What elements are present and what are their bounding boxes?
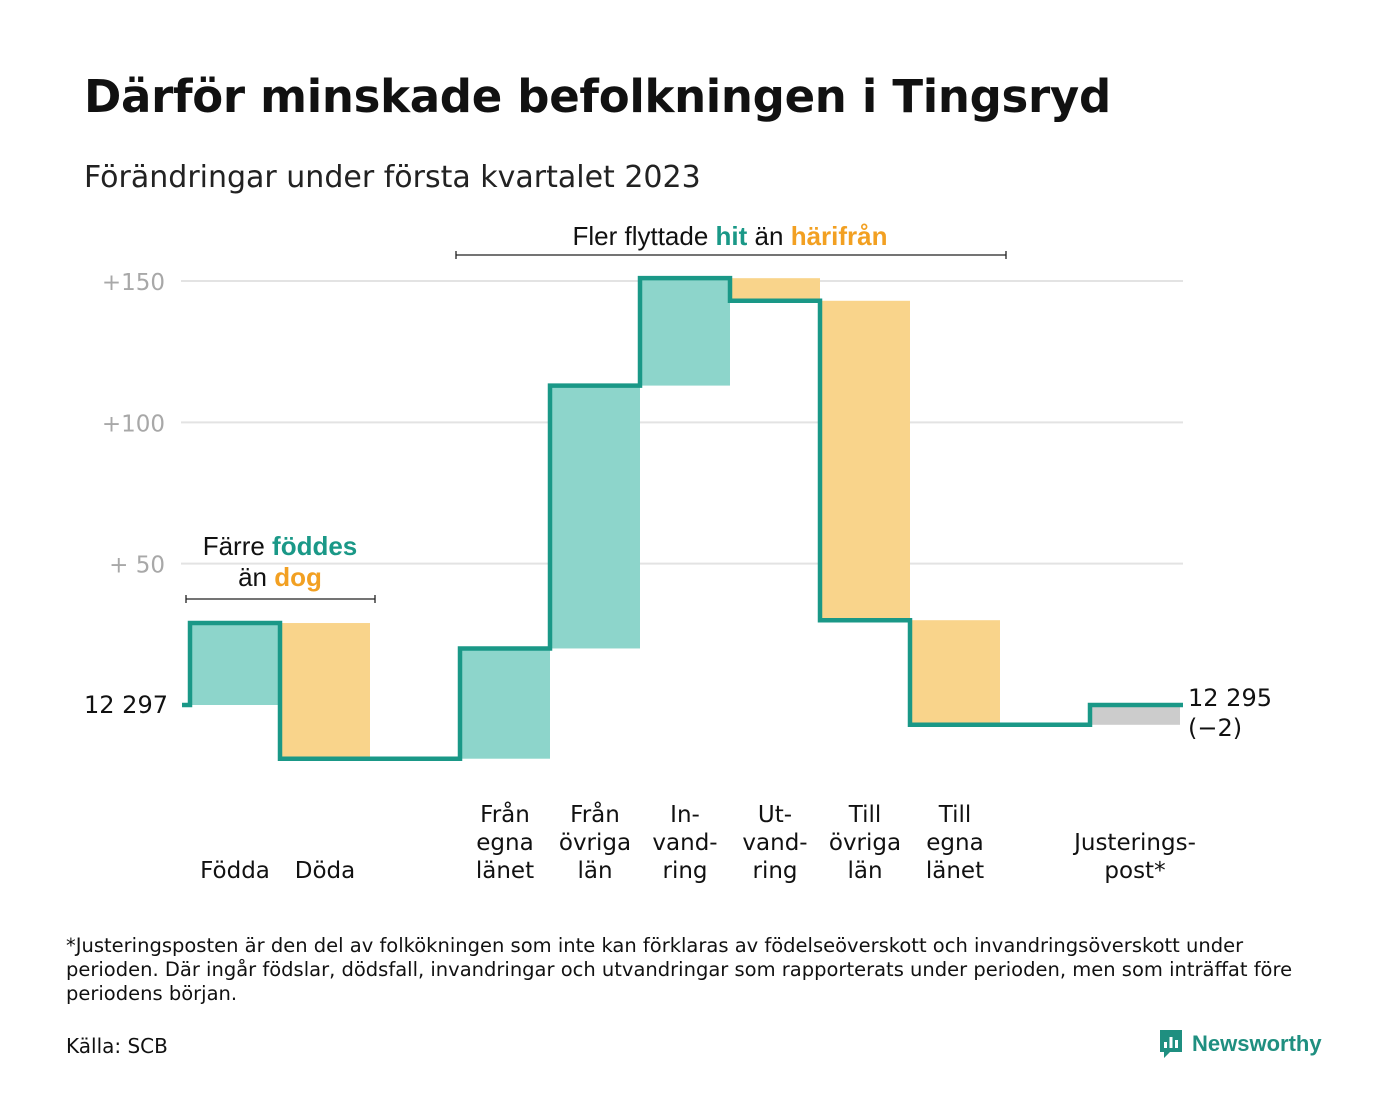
end-change-label: (−2) — [1188, 714, 1242, 742]
category-label: Från — [480, 800, 530, 828]
category-label: län — [847, 858, 882, 884]
bar-in — [640, 278, 730, 386]
category-label: ring — [752, 858, 797, 884]
bar-in — [550, 385, 640, 649]
category-label: övriga — [829, 830, 901, 856]
category-label: län — [577, 858, 612, 884]
brand-name: Newsworthy — [1192, 1031, 1322, 1056]
start-value-label: 12 297 — [84, 691, 168, 719]
category-label: Till — [938, 802, 972, 828]
category-label: Justerings- — [1072, 830, 1196, 856]
category-label: Till — [848, 802, 882, 828]
source-note: Källa: SCB — [66, 1034, 168, 1058]
annotation-bracket — [185, 595, 376, 603]
bar-in — [460, 648, 550, 759]
chart-subtitle: Förändringar under första kvartalet 2023 — [84, 160, 701, 195]
footnote: *Justeringsposten är den del av folkökni… — [66, 934, 1293, 1005]
category-label: Ut- — [758, 802, 792, 828]
chart-title: Därför minskade befolkningen i Tingsryd — [84, 70, 1111, 123]
brand[interactable]: Newsworthy — [1158, 1028, 1322, 1060]
cumulative-line — [182, 275, 1183, 761]
category-label: In- — [670, 802, 700, 828]
annotation-births-deaths-line2: än dog — [238, 562, 322, 592]
category-label: länet — [926, 858, 984, 884]
end-value-label: 12 295 — [1188, 684, 1272, 712]
bar-adjust — [1090, 705, 1180, 725]
bar-out — [910, 620, 1000, 725]
annotation-migration: Fler flyttade hit än härifrån — [572, 221, 887, 251]
newsworthy-logo-icon — [1160, 1030, 1182, 1058]
category-label: post* — [1104, 858, 1165, 884]
bar-out — [820, 300, 910, 621]
annotation-bracket — [455, 251, 1007, 259]
category-label: ring — [662, 858, 707, 884]
y-tick-label: + 50 — [109, 553, 165, 579]
category-label: vand- — [652, 830, 717, 856]
bar-out — [730, 278, 820, 301]
category-label: vand- — [742, 830, 807, 856]
y-tick-label: +150 — [102, 270, 165, 296]
category-label: Födda — [200, 858, 270, 884]
category-label: länet — [476, 858, 534, 884]
annotation-births-deaths: Färre föddes — [203, 531, 358, 561]
category-label: egna — [476, 830, 533, 856]
category-label: egna — [926, 830, 983, 856]
bar-in — [190, 623, 280, 705]
category-label: övriga — [559, 830, 631, 856]
bar-out — [280, 623, 370, 759]
y-tick-label: +100 — [102, 411, 165, 437]
category-label: Döda — [295, 858, 355, 884]
category-label: Från — [570, 800, 620, 828]
